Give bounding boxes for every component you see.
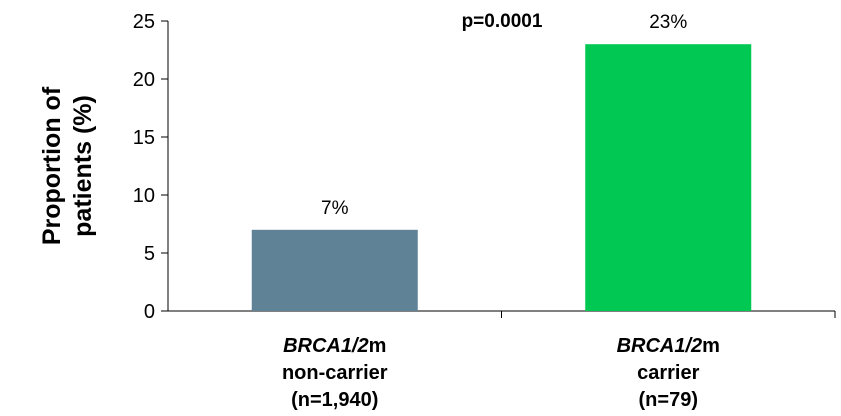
y-tick-label: 5 bbox=[144, 243, 155, 265]
category-gene-label: BRCA1/2m bbox=[617, 335, 720, 357]
y-axis-title-line: Proportion of bbox=[38, 86, 66, 245]
y-tick-label: 20 bbox=[133, 69, 155, 91]
category-n-label: (n=79) bbox=[639, 389, 698, 411]
bar bbox=[251, 229, 418, 311]
category-status-label: carrier bbox=[637, 362, 699, 384]
bar bbox=[585, 44, 752, 311]
y-axis-label: Proportion of patients (%) bbox=[38, 86, 97, 245]
data-labels: 7% 23% bbox=[321, 12, 687, 219]
y-tick-label: 15 bbox=[133, 127, 155, 149]
annotations: p=0.0001 bbox=[462, 11, 543, 32]
bar-value-label: 23% bbox=[649, 12, 687, 33]
bars bbox=[251, 44, 752, 311]
p-value-annotation: p=0.0001 bbox=[462, 11, 543, 32]
category-n-label: (n=1,940) bbox=[291, 389, 378, 411]
y-tick-label: 0 bbox=[144, 301, 155, 323]
y-tick-label: 10 bbox=[133, 185, 155, 207]
y-axis-ticks: 0 5 10 15 20 25 bbox=[133, 11, 168, 323]
y-axis-title-line: patients (%) bbox=[69, 95, 97, 237]
category-status-label: non-carrier bbox=[282, 362, 388, 384]
category-gene-label: BRCA1/2m bbox=[283, 335, 386, 357]
category-labels: BRCA1/2m non-carrier (n=1,940) BRCA1/2m carr… bbox=[282, 335, 720, 411]
y-tick-label: 25 bbox=[133, 11, 155, 33]
bar-value-label: 7% bbox=[321, 198, 349, 219]
